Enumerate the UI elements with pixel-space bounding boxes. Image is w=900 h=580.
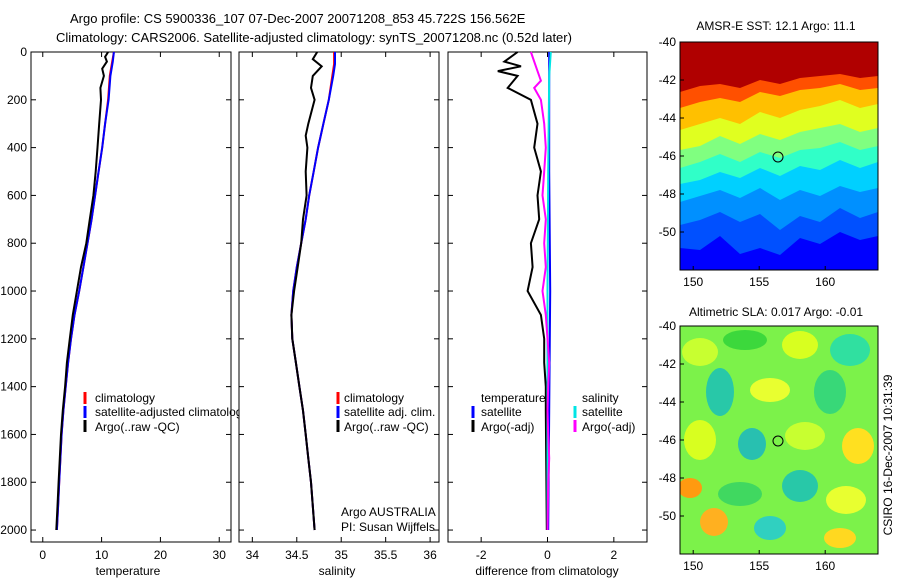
y-tick-label: 600	[7, 188, 27, 202]
legend-label-temp-argo: Argo(-adj)	[481, 420, 534, 434]
series-line-argo-raw-qc-	[290, 51, 324, 531]
map-y-tick-label: -46	[659, 149, 677, 163]
x-tick-label: 0	[544, 548, 551, 562]
legend-label-satellite: satellite adj. clim.	[344, 405, 435, 419]
x-tick-label: 34	[246, 548, 260, 562]
sla-argo-marker	[772, 435, 784, 447]
legend-group-salinity: salinity	[582, 391, 619, 405]
x-tick-label: 34.5	[285, 548, 309, 562]
difference-xlabel: difference from climatology	[475, 564, 618, 578]
legend-label-sal-satellite: satellite	[582, 405, 623, 419]
map-x-tick-label: 150	[683, 275, 703, 289]
y-tick-label: 1400	[0, 380, 27, 394]
map-y-tick-label: -42	[659, 357, 677, 371]
temperature-panel: 0 10 20 30 0 200 400 600 800 1000 1200 1400 1600 1800…	[0, 45, 248, 578]
legend-label-climatology: climatology	[95, 391, 155, 405]
x-tick-label: 36	[423, 548, 437, 562]
y-tick-label: 1200	[0, 332, 27, 346]
salinity-axes-frame	[238, 51, 440, 543]
y-tick-label: 1600	[0, 427, 27, 441]
sla-map-title: Altimetric SLA: 0.017 Argo: -0.01	[689, 305, 863, 319]
sst-map-title: AMSR-E SST: 12.1 Argo: 11.1	[696, 19, 856, 33]
y-tick-label: 1000	[0, 284, 27, 298]
y-tick-label: 800	[7, 236, 27, 250]
sla-map: Altimetric SLA: 0.017 Argo: -0.01 150 155…	[659, 305, 879, 573]
x-tick-label: 35.5	[374, 548, 398, 562]
y-tick-label: 400	[7, 141, 27, 155]
sst-argo-marker	[772, 151, 784, 163]
legend-label-climatology: climatology	[344, 391, 404, 405]
legend-group-temperature: temperature	[481, 391, 546, 405]
temperature-legend: climatology satellite-adjusted climatolo…	[83, 391, 248, 434]
temperature-axes-frame	[30, 51, 232, 543]
difference-panel: -2 0 2 difference from climatology tempera…	[447, 51, 648, 578]
x-tick-label: 10	[95, 548, 109, 562]
map-y-tick-label: -42	[659, 73, 677, 87]
map-y-tick-label: -44	[659, 395, 677, 409]
header-line2: Climatology: CARS2006. Satellite-adjuste…	[56, 30, 572, 45]
map-y-tick-label: -40	[659, 35, 677, 49]
y-tick-label: 0	[20, 45, 27, 59]
map-x-tick-label: 150	[683, 559, 703, 573]
map-y-tick-label: -44	[659, 111, 677, 125]
legend-label-argo: Argo(..raw -QC)	[344, 420, 429, 434]
x-tick-label: 30	[213, 548, 227, 562]
pi-label: PI: Susan Wijffels	[341, 520, 435, 534]
map-y-tick-label: -40	[659, 319, 677, 333]
salinity-xlabel: salinity	[319, 564, 356, 578]
salinity-legend: climatology satellite adj. clim. Argo(..…	[336, 391, 435, 434]
argo-country-label: Argo AUSTRALIA	[341, 505, 436, 519]
series-line-salinity-argo-adj-	[529, 51, 551, 531]
series-line-temperature-argo-adj-	[497, 51, 548, 531]
legend-label-argo: Argo(..raw -QC)	[95, 420, 180, 434]
map-y-tick-label: -48	[659, 471, 677, 485]
map-y-tick-label: -46	[659, 433, 677, 447]
x-tick-label: 2	[610, 548, 617, 562]
legend-label-satellite: satellite-adjusted climatology	[95, 405, 248, 419]
legend-label-temp-satellite: satellite	[481, 405, 522, 419]
x-tick-label: 35	[335, 548, 349, 562]
sst-map: AMSR-E SST: 12.1 Argo: 11.1 150 155 160 -40…	[659, 19, 879, 289]
sla-field	[680, 326, 878, 554]
sst-field	[680, 42, 878, 270]
salinity-panel: 34 34.5 35 35.5 36 salinity climatology sate…	[238, 51, 440, 578]
map-x-tick-label: 155	[749, 275, 769, 289]
map-x-tick-label: 155	[749, 559, 769, 573]
x-tick-label: -2	[476, 548, 487, 562]
temperature-xlabel: temperature	[96, 564, 161, 578]
map-x-tick-label: 160	[815, 559, 835, 573]
csiro-stamp: CSIRO 16-Dec-2007 10:31:39	[881, 374, 895, 535]
map-y-tick-label: -50	[659, 509, 677, 523]
map-y-tick-label: -50	[659, 225, 677, 239]
x-tick-label: 20	[154, 548, 168, 562]
difference-legend: temperature satellite Argo(-adj) salinit…	[471, 391, 635, 434]
header-line1: Argo profile: CS 5900336_107 07-Dec-2007…	[70, 11, 526, 26]
map-y-tick-label: -48	[659, 187, 677, 201]
y-tick-label: 200	[7, 93, 27, 107]
series-line-salinity-satellite	[546, 51, 552, 530]
x-tick-label: 0	[39, 548, 46, 562]
legend-label-sal-argo: Argo(-adj)	[582, 420, 635, 434]
y-tick-label: 2000	[0, 523, 27, 537]
map-x-tick-label: 160	[815, 275, 835, 289]
y-tick-label: 1800	[0, 475, 27, 489]
series-line-argo-raw-qc-	[55, 51, 109, 531]
